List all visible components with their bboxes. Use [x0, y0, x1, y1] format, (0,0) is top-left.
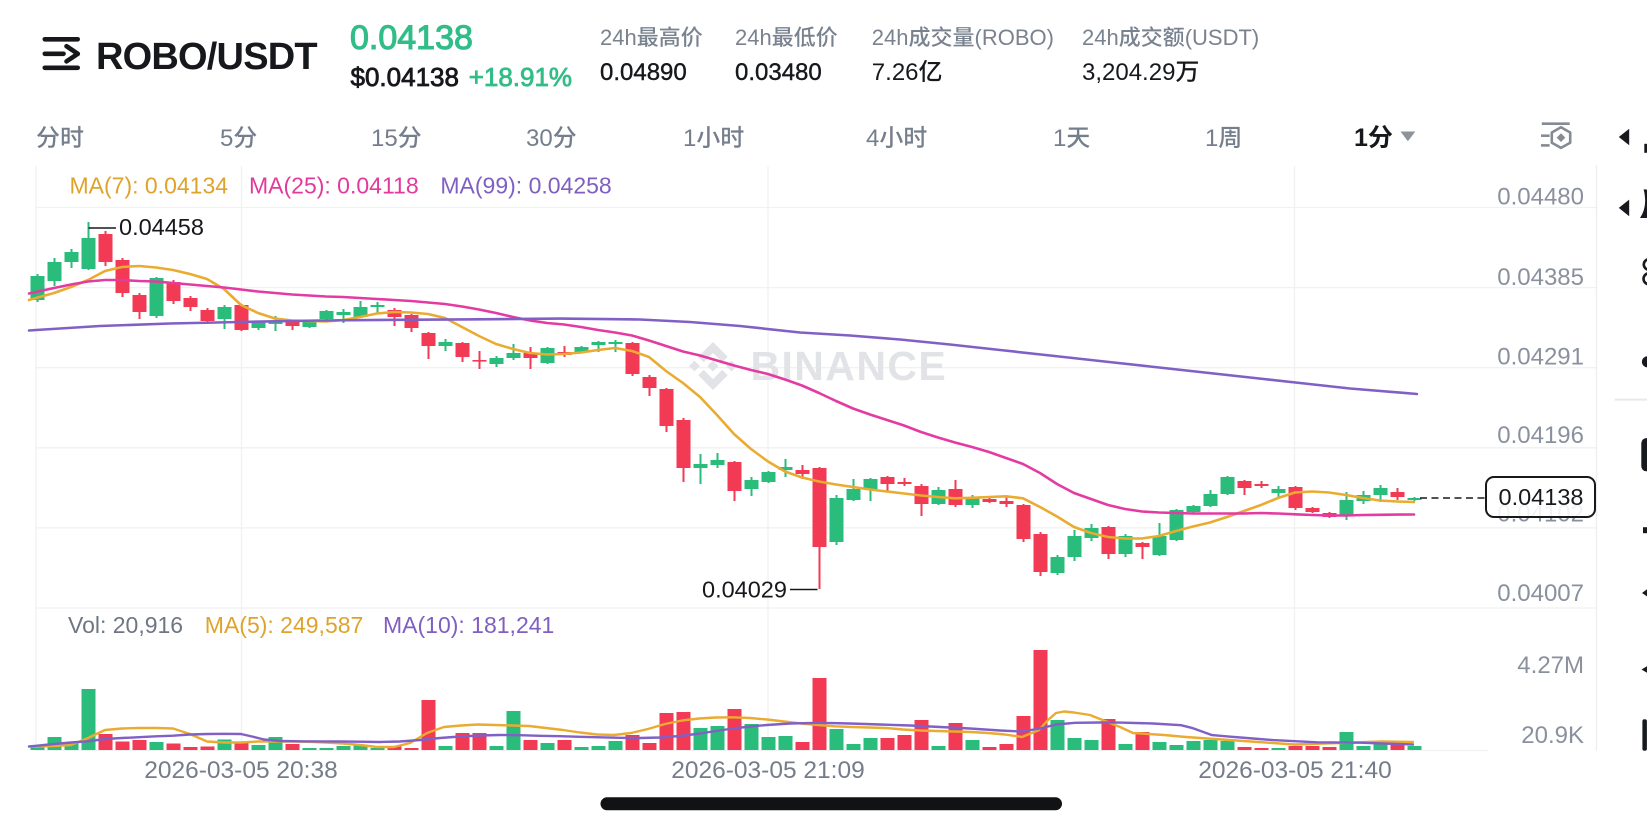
svg-text:7.26: 7.26 — [872, 59, 919, 86]
svg-text:$0.04138: $0.04138 — [351, 62, 459, 92]
svg-text:2026-03-05 21:09: 2026-03-05 21:09 — [671, 757, 864, 784]
svg-text:0.04458: 0.04458 — [119, 214, 204, 240]
svg-text:0.04138: 0.04138 — [350, 19, 473, 57]
svg-text:ROBO/USDT: ROBO/USDT — [96, 36, 317, 78]
svg-text:24h: 24h — [1082, 25, 1119, 50]
svg-text:0.04007: 0.04007 — [1497, 580, 1584, 607]
svg-text:0.04029: 0.04029 — [702, 577, 787, 603]
svg-text:MA(25): 0.04118: MA(25): 0.04118 — [249, 173, 419, 199]
svg-text:(USDT): (USDT) — [1185, 25, 1260, 50]
svg-text:30: 30 — [526, 125, 553, 152]
svg-text:2026-03-05 20:38: 2026-03-05 20:38 — [144, 757, 337, 784]
svg-text:3,204.29: 3,204.29 — [1082, 59, 1175, 86]
svg-text:0.03480: 0.03480 — [735, 59, 822, 86]
svg-text:0.04890: 0.04890 — [600, 59, 687, 86]
svg-text:Vol: 20,916: Vol: 20,916 — [68, 612, 183, 638]
svg-text:20.9K: 20.9K — [1521, 722, 1584, 749]
svg-text:24h: 24h — [872, 25, 909, 50]
svg-text:2026-03-05 21:40: 2026-03-05 21:40 — [1198, 757, 1391, 784]
svg-text:0.04138: 0.04138 — [1499, 484, 1584, 510]
svg-text:4.27M: 4.27M — [1517, 652, 1584, 679]
svg-text:1: 1 — [683, 125, 696, 152]
svg-text:0.04196: 0.04196 — [1497, 422, 1584, 449]
svg-text:(ROBO): (ROBO) — [975, 25, 1054, 50]
svg-text:BINANCE: BINANCE — [751, 343, 948, 389]
svg-text:0.04291: 0.04291 — [1497, 344, 1584, 371]
svg-text:5: 5 — [220, 125, 233, 152]
svg-text:MA(5): 249,587: MA(5): 249,587 — [205, 612, 364, 638]
svg-text:15: 15 — [371, 125, 398, 152]
svg-text:MA(10): 181,241: MA(10): 181,241 — [383, 612, 554, 638]
svg-text:MA(99): 0.04258: MA(99): 0.04258 — [440, 173, 611, 199]
svg-text:0.04385: 0.04385 — [1497, 264, 1584, 291]
svg-text:1: 1 — [1205, 125, 1218, 152]
svg-text:24h: 24h — [735, 25, 772, 50]
svg-text:MA(7): 0.04134: MA(7): 0.04134 — [70, 173, 229, 199]
svg-text:1: 1 — [1053, 125, 1066, 152]
svg-text:4: 4 — [866, 125, 879, 152]
svg-text:0.04480: 0.04480 — [1497, 184, 1584, 211]
svg-text:1: 1 — [1354, 124, 1368, 152]
svg-text:+18.91%: +18.91% — [469, 62, 572, 92]
svg-text:24h: 24h — [600, 25, 637, 50]
